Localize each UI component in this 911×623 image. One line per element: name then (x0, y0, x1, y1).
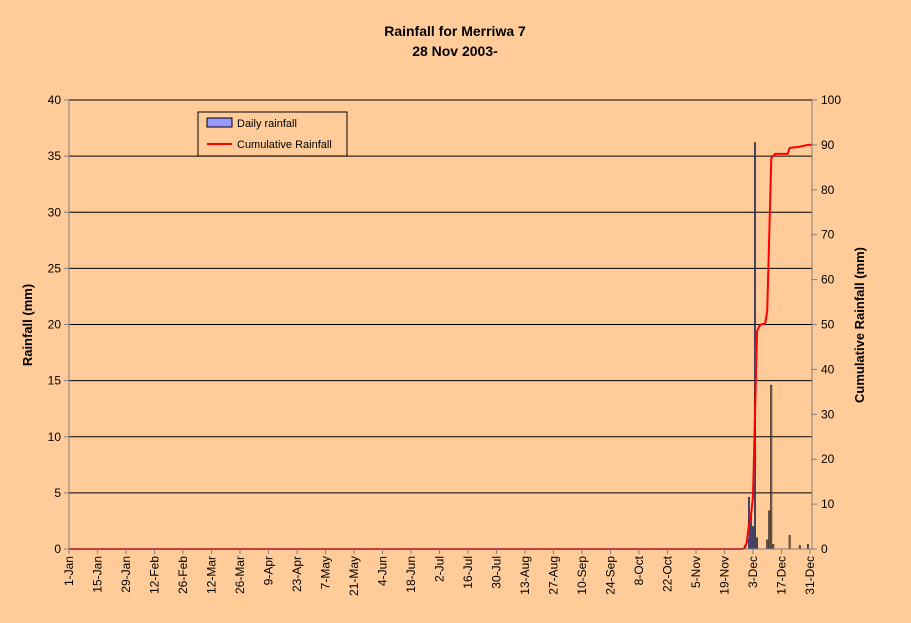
x-tick-label: 12-Mar (204, 556, 218, 594)
y-tick-label-left: 20 (48, 318, 62, 332)
legend-label-cumulative: Cumulative Rainfall (237, 139, 332, 151)
daily-rainfall-bar (752, 526, 754, 550)
daily-rainfall-bar (772, 544, 775, 550)
y-ticks-right: 0 10 20 30 40 50 60 70 80 90 100 (812, 93, 841, 556)
cumulative-line-path (69, 143, 812, 550)
y-tick-label-left: 25 (48, 261, 62, 275)
x-tick-label: 13-Aug (518, 556, 532, 595)
chart-subtitle: 28 Nov 2003- (412, 43, 498, 59)
y-tick-label-right: 90 (821, 138, 835, 152)
daily-rainfall-bar (754, 142, 756, 550)
y-tick-label-right: 80 (821, 183, 835, 197)
gridlines (69, 99, 812, 494)
y-tick-label-right: 70 (821, 228, 835, 242)
legend-swatch-daily (206, 117, 233, 128)
x-tick-label: 5-Nov (689, 556, 703, 588)
x-tick-label: 7-May (318, 556, 332, 589)
x-tick-label: 16-Jul (461, 556, 475, 589)
daily-rainfall-bar (768, 510, 771, 550)
y-tick-label-left: 0 (54, 542, 61, 556)
x-tick-label: 12-Feb (147, 556, 161, 594)
y-tick-label-right: 0 (821, 542, 828, 556)
daily-rainfall-bar (807, 544, 809, 550)
y-tick-label-left: 15 (48, 374, 62, 388)
y-tick-label-right: 10 (821, 497, 835, 511)
x-tick-label: 26-Mar (233, 556, 247, 594)
y-tick-label-left: 35 (48, 149, 62, 163)
daily-rainfall-bar (766, 539, 769, 550)
y-tick-label-right: 100 (821, 93, 841, 107)
x-tick-label: 15-Jan (90, 556, 104, 593)
y-tick-label-left: 10 (48, 430, 62, 444)
x-tick-label: 29-Jan (119, 556, 133, 593)
y-tick-label-right: 40 (821, 362, 835, 376)
y-tick-label-right: 20 (821, 452, 835, 466)
y-tick-label-left: 5 (54, 486, 61, 500)
daily-rainfall-bar (788, 535, 791, 550)
x-tick-label: 19-Nov (717, 556, 731, 595)
y-ticks-left: 0 5 10 15 20 25 30 35 40 (48, 93, 69, 556)
chart-title: Rainfall for Merriwa 7 (384, 23, 526, 39)
daily-rainfall-bar (770, 384, 773, 550)
x-tick-label: 22-Oct (660, 555, 674, 592)
y-tick-label-right: 50 (821, 318, 835, 332)
x-tick-label: 1-Jan (62, 556, 76, 586)
x-tick-label: 9-Apr (261, 556, 275, 585)
y-tick-label-left: 30 (48, 205, 62, 219)
legend: Daily rainfall Cumulative Rainfall (197, 111, 348, 157)
x-ticks: 1-Jan 15-Jan 29-Jan 12-Feb 26-Feb 12-Mar 26-Ma… (62, 549, 817, 596)
y-axis-right-label: Cumulative Rainfall (mm) (852, 247, 867, 403)
x-tick-label: 27-Aug (546, 556, 560, 595)
legend-label-daily: Daily rainfall (237, 118, 297, 130)
x-tick-label: 10-Sep (575, 556, 589, 595)
x-tick-label: 31-Dec (803, 556, 817, 595)
x-tick-label: 26-Feb (176, 556, 190, 594)
x-tick-label: 4-Jun (375, 556, 389, 586)
cumulative-rainfall-line (69, 143, 812, 550)
x-tick-label: 30-Jul (489, 556, 503, 589)
y-tick-label-right: 30 (821, 407, 835, 421)
x-tick-label: 23-Apr (290, 556, 304, 592)
x-tick-label: 24-Sep (603, 556, 617, 595)
x-tick-label: 3-Dec (746, 556, 760, 588)
y-axis-left-label: Rainfall (mm) (20, 284, 35, 366)
y-tick-label-right: 60 (821, 273, 835, 287)
daily-rainfall-bar (798, 545, 801, 550)
x-tick-label: 21-May (347, 556, 361, 596)
x-tick-label: 18-Jun (404, 556, 418, 593)
x-tick-label: 2-Jul (432, 556, 446, 582)
daily-rainfall-bar (756, 537, 758, 550)
x-tick-label: 8-Oct (632, 555, 646, 585)
y-tick-label-left: 40 (48, 93, 62, 107)
x-tick-label: 17-Dec (774, 556, 788, 595)
